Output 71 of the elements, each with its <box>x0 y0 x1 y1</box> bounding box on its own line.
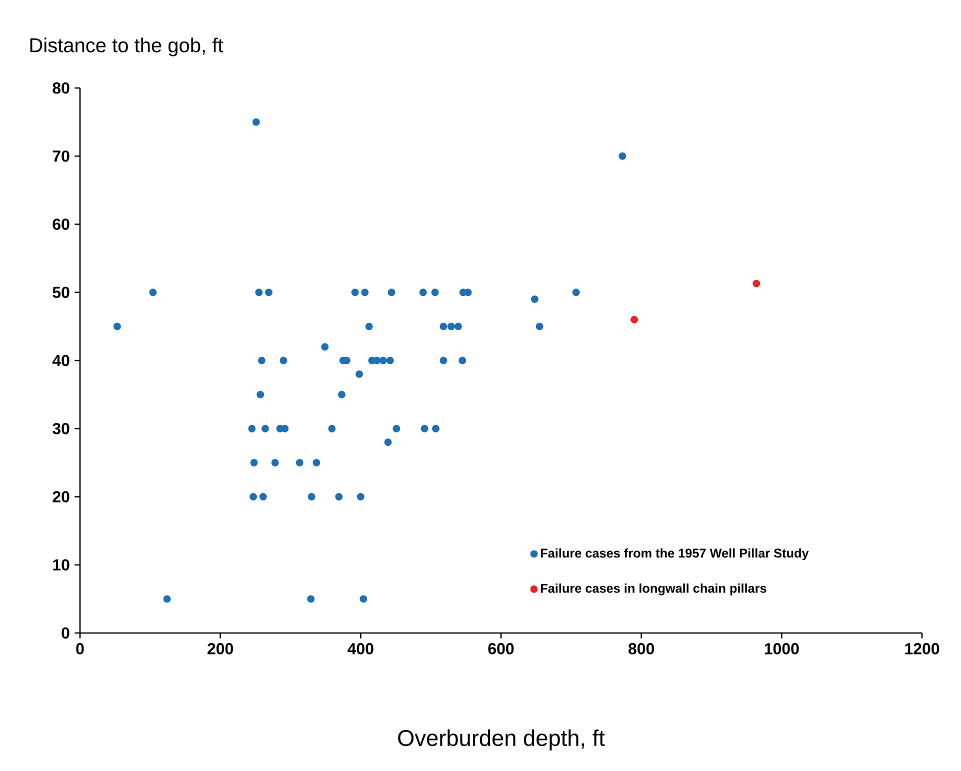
point <box>630 316 638 324</box>
point <box>252 118 260 126</box>
y-tick-label: 30 <box>52 422 70 434</box>
point <box>259 493 267 500</box>
point <box>432 424 440 432</box>
x-tick-label: 600 <box>488 643 514 654</box>
point <box>386 356 394 364</box>
point <box>265 288 272 296</box>
x-tick-label: 800 <box>628 643 654 654</box>
point <box>572 288 580 296</box>
point <box>338 390 346 398</box>
x-tick-label: 200 <box>208 643 234 654</box>
point <box>419 288 427 296</box>
x-axis-title: Overburden depth, ft <box>398 729 605 751</box>
point <box>262 424 269 432</box>
y-tick-label: 80 <box>52 82 70 94</box>
y-tick-label: 10 <box>53 559 70 571</box>
legend-label: Failure cases from the 1957 Well Pillar Study <box>540 548 809 560</box>
point <box>356 370 364 378</box>
point <box>454 322 462 330</box>
point <box>258 356 266 364</box>
x-tick-label: 1200 <box>905 643 940 654</box>
point <box>149 288 157 296</box>
point <box>458 356 466 364</box>
point <box>248 424 256 432</box>
point <box>365 322 373 330</box>
x-tick-label: 400 <box>348 643 374 654</box>
point <box>312 458 320 466</box>
point <box>431 288 439 296</box>
point <box>281 424 289 432</box>
point <box>321 343 329 351</box>
y-tick-label: 60 <box>52 218 70 230</box>
point <box>308 493 316 500</box>
point <box>256 390 264 398</box>
y-tick-label: 20 <box>52 491 70 502</box>
y-tick-label: 0 <box>62 627 70 639</box>
y-tick-label: 70 <box>52 150 70 162</box>
point <box>335 493 343 500</box>
point <box>530 295 538 303</box>
point <box>255 288 263 296</box>
y-axis-title: Distance to the gob, ft <box>30 38 224 56</box>
point <box>280 356 288 364</box>
point <box>113 322 121 330</box>
point <box>250 458 258 466</box>
point <box>361 288 369 296</box>
point <box>307 595 315 603</box>
point <box>271 458 279 466</box>
point <box>440 322 448 330</box>
point <box>360 595 368 603</box>
point <box>440 356 448 364</box>
point <box>379 356 387 364</box>
point <box>384 438 392 446</box>
point <box>420 424 428 432</box>
legend-label: Failure cases in longwall chain pillars <box>540 584 766 596</box>
point <box>447 322 455 330</box>
point <box>356 493 364 500</box>
point <box>752 280 760 288</box>
x-tick-label: 0 <box>76 643 84 654</box>
point <box>392 424 400 432</box>
point <box>618 152 626 160</box>
point <box>163 595 171 603</box>
x-tick-label: 1000 <box>764 643 799 654</box>
y-tick-label: 50 <box>52 286 70 298</box>
point <box>536 322 544 330</box>
point <box>296 458 304 466</box>
point <box>373 356 381 364</box>
point <box>351 288 359 296</box>
y-tick-label: 40 <box>52 354 70 366</box>
point <box>328 424 336 432</box>
point <box>250 493 258 500</box>
point <box>388 288 396 296</box>
